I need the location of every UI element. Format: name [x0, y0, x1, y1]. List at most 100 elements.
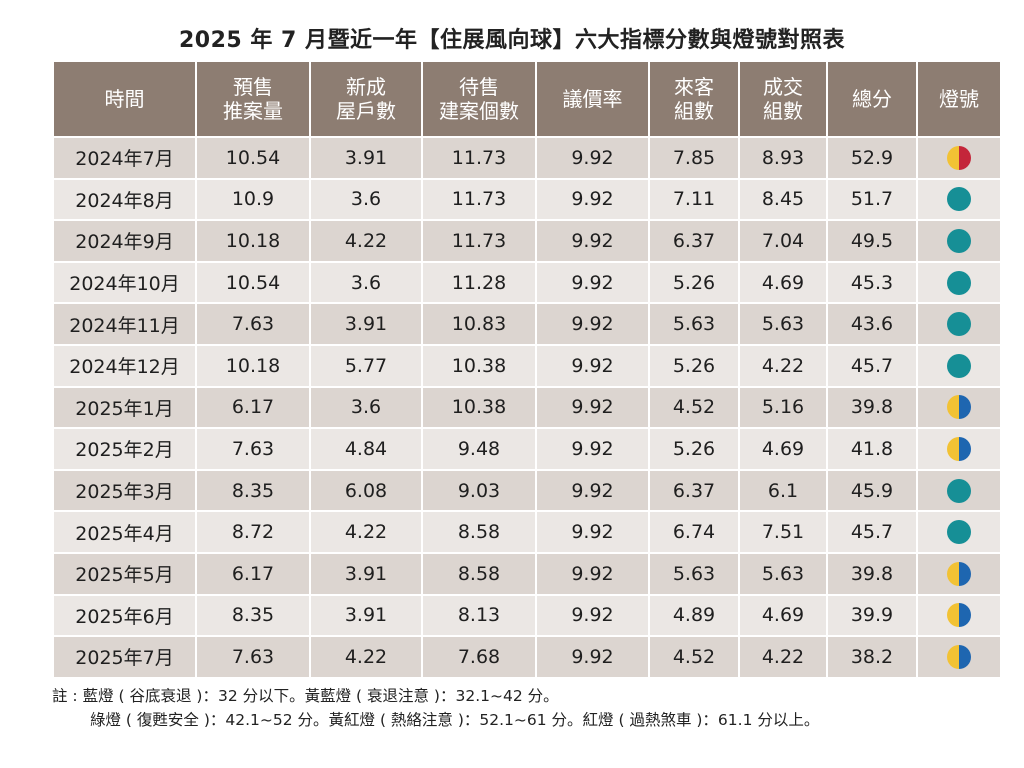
- cell-light: [916, 136, 1002, 180]
- cell-presale: 6.17: [195, 385, 311, 430]
- cell-presale: 8.72: [195, 510, 311, 554]
- cell-visitors: 5.26: [648, 427, 740, 471]
- cell-new-units: 4.22: [309, 219, 423, 263]
- yellow-blue-light-icon: [947, 603, 971, 628]
- cell-visitors: 4.52: [648, 635, 740, 679]
- cell-total: 45.7: [826, 510, 918, 554]
- cell-total: 39.8: [826, 551, 918, 596]
- cell-unsold: 7.68: [421, 635, 537, 679]
- cell-deals: 4.69: [738, 260, 828, 305]
- cell-bargain: 9.92: [535, 343, 650, 388]
- cell-new-units: 3.91: [309, 551, 423, 596]
- cell-unsold: 11.73: [421, 177, 537, 222]
- column-header-light: 燈號: [916, 60, 1002, 138]
- cell-deals: 7.04: [738, 219, 828, 263]
- cell-total: 45.9: [826, 468, 918, 513]
- column-header-text: 來客: [674, 75, 714, 99]
- cell-visitors: 5.26: [648, 343, 740, 388]
- cell-visitors: 4.89: [648, 593, 740, 638]
- cell-bargain: 9.92: [535, 260, 650, 305]
- cell-unsold: 11.73: [421, 136, 537, 180]
- cell-period: 2024年7月: [52, 136, 197, 180]
- cell-unsold: 8.58: [421, 551, 537, 596]
- cell-period: 2025年2月: [52, 427, 197, 471]
- column-header-text: 新成: [346, 75, 386, 99]
- cell-light: [916, 219, 1002, 263]
- cell-light: [916, 468, 1002, 513]
- cell-period: 2024年12月: [52, 343, 197, 388]
- column-header-text: 成交: [763, 75, 803, 99]
- cell-visitors: 4.52: [648, 385, 740, 430]
- green-light-icon: [947, 228, 971, 253]
- table-row: 2024年11月 7.63 3.91 10.83 9.92 5.63 5.63 43.6: [52, 302, 1002, 346]
- cell-deals: 5.63: [738, 302, 828, 346]
- cell-visitors: 7.11: [648, 177, 740, 222]
- cell-deals: 8.93: [738, 136, 828, 180]
- cell-new-units: 3.91: [309, 593, 423, 638]
- cell-visitors: 5.26: [648, 260, 740, 305]
- column-header-text: 組數: [763, 99, 803, 123]
- cell-deals: 8.45: [738, 177, 828, 222]
- cell-visitors: 6.74: [648, 510, 740, 554]
- cell-period: 2025年1月: [52, 385, 197, 430]
- cell-deals: 4.22: [738, 635, 828, 679]
- cell-presale: 7.63: [195, 302, 311, 346]
- cell-presale: 10.9: [195, 177, 311, 222]
- table-row: 2024年7月 10.54 3.91 11.73 9.92 7.85 8.93 52.9: [52, 136, 1002, 180]
- cell-light: [916, 385, 1002, 430]
- cell-new-units: 6.08: [309, 468, 423, 513]
- column-header-text: 推案量: [223, 99, 283, 123]
- cell-new-units: 4.84: [309, 427, 423, 471]
- cell-total: 39.9: [826, 593, 918, 638]
- cell-total: 43.6: [826, 302, 918, 346]
- cell-period: 2024年9月: [52, 219, 197, 263]
- table-row: 2024年8月 10.9 3.6 11.73 9.92 7.11 8.45 51.7: [52, 177, 1002, 222]
- cell-period: 2024年8月: [52, 177, 197, 222]
- yellow-red-light-icon: [947, 145, 971, 170]
- table-row: 2024年10月 10.54 3.6 11.28 9.92 5.26 4.69 45.3: [52, 260, 1002, 305]
- cell-total: 45.7: [826, 343, 918, 388]
- column-header-unsold: 待售 建案個數: [421, 60, 537, 138]
- green-light-icon: [947, 312, 971, 337]
- cell-bargain: 9.92: [535, 136, 650, 180]
- cell-deals: 4.69: [738, 593, 828, 638]
- cell-bargain: 9.92: [535, 219, 650, 263]
- cell-new-units: 3.91: [309, 302, 423, 346]
- green-light-icon: [947, 353, 971, 378]
- cell-presale: 10.18: [195, 343, 311, 388]
- cell-deals: 6.1: [738, 468, 828, 513]
- table-row: 2025年7月 7.63 4.22 7.68 9.92 4.52 4.22 38.2: [52, 635, 1002, 679]
- cell-presale: 7.63: [195, 427, 311, 471]
- footnote-line-2: 綠燈 ( 復甦安全 )：42.1~52 分。黃紅燈 ( 熱絡注意 )：52.1~…: [90, 711, 820, 729]
- cell-presale: 8.35: [195, 593, 311, 638]
- cell-period: 2025年3月: [52, 468, 197, 513]
- cell-total: 51.7: [826, 177, 918, 222]
- cell-presale: 7.63: [195, 635, 311, 679]
- cell-bargain: 9.92: [535, 177, 650, 222]
- cell-light: [916, 302, 1002, 346]
- page-title: 2025 年 7 月暨近一年【住展風向球】六大指標分數與燈號對照表: [178, 28, 846, 53]
- cell-unsold: 8.13: [421, 593, 537, 638]
- cell-new-units: 4.22: [309, 635, 423, 679]
- column-header-text: 燈號: [939, 87, 979, 111]
- cell-bargain: 9.92: [535, 551, 650, 596]
- cell-new-units: 5.77: [309, 343, 423, 388]
- green-light-icon: [947, 478, 971, 503]
- cell-new-units: 3.91: [309, 136, 423, 180]
- cell-bargain: 9.92: [535, 468, 650, 513]
- column-header-text: 總分: [852, 87, 892, 111]
- cell-bargain: 9.92: [535, 385, 650, 430]
- cell-visitors: 5.63: [648, 302, 740, 346]
- yellow-blue-light-icon: [947, 436, 971, 461]
- cell-presale: 10.54: [195, 136, 311, 180]
- cell-deals: 7.51: [738, 510, 828, 554]
- column-header-visitors: 來客 組數: [648, 60, 740, 138]
- table-row: 2024年12月 10.18 5.77 10.38 9.92 5.26 4.22 45.7: [52, 343, 1002, 388]
- cell-new-units: 3.6: [309, 385, 423, 430]
- column-header-period: 時間: [52, 60, 197, 138]
- cell-bargain: 9.92: [535, 302, 650, 346]
- column-header-text: 屋戶數: [336, 99, 396, 123]
- cell-light: [916, 177, 1002, 222]
- table-row: 2024年9月 10.18 4.22 11.73 9.92 6.37 7.04 49.5: [52, 219, 1002, 263]
- cell-new-units: 3.6: [309, 260, 423, 305]
